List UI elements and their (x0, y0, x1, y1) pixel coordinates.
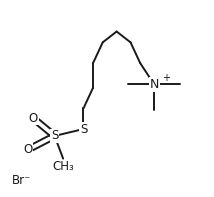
Text: Br⁻: Br⁻ (12, 174, 31, 187)
Text: S: S (51, 129, 58, 142)
Text: O: O (28, 112, 38, 125)
Text: +: + (162, 73, 170, 83)
Text: N: N (149, 78, 159, 91)
Text: S: S (80, 123, 87, 136)
Text: O: O (23, 143, 33, 156)
Text: CH₃: CH₃ (52, 160, 74, 173)
